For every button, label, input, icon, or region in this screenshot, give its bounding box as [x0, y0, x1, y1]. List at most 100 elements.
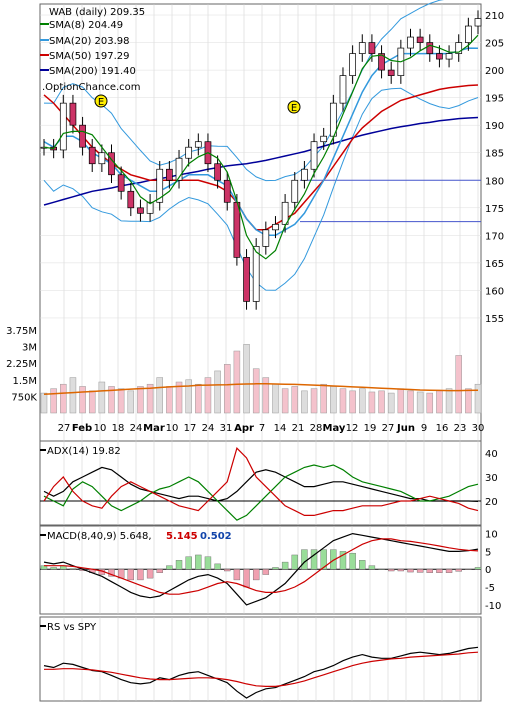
- candle-body: [194, 141, 202, 148]
- volume-bar: [69, 377, 77, 414]
- volume-bar: [436, 390, 443, 414]
- volume-bar: [117, 388, 125, 414]
- adx-series: [40, 447, 481, 521]
- macd-histogram-bar: [339, 551, 347, 570]
- price-y-tick: 205: [485, 39, 504, 50]
- volume-bar: [50, 388, 57, 414]
- candle-body: [69, 102, 77, 126]
- macd-histogram-bar: [272, 567, 279, 570]
- candle-body: [281, 201, 289, 225]
- earnings-marker-1: E: [94, 94, 108, 108]
- volume-bar: [320, 383, 327, 414]
- candle-body: [378, 53, 385, 71]
- candle-body: [117, 174, 125, 192]
- volume-bar: [474, 383, 482, 414]
- candle-body: [465, 25, 472, 43]
- x-tick-label: 28: [310, 423, 323, 434]
- sma20-line: [43, 47, 479, 237]
- legend-sma50: SMA(50) 197.29: [49, 51, 130, 62]
- volume-bar: [195, 383, 202, 414]
- adx-y-tick: 30: [485, 473, 498, 484]
- volume-bar: [175, 381, 183, 414]
- adx-line: [43, 447, 479, 516]
- volume-bar: [214, 370, 221, 414]
- x-tick-label: May: [323, 423, 346, 434]
- x-tick-label: 21: [292, 423, 305, 434]
- x-tick-label: 18: [112, 423, 125, 434]
- candle-body: [339, 75, 347, 104]
- macd-histogram-bar: [137, 569, 144, 581]
- macd-histogram-bar: [156, 569, 163, 573]
- volume-bar: [310, 388, 318, 414]
- candle-body: [214, 163, 221, 181]
- macd-histogram-bar: [310, 549, 318, 570]
- x-tick-label: 24: [130, 423, 143, 434]
- volume-bar: [146, 383, 154, 414]
- candle-body: [445, 53, 453, 60]
- x-tick-label: 24: [202, 423, 215, 434]
- macd-histogram-bar: [474, 567, 482, 570]
- volume-bar: [349, 390, 356, 414]
- candle-body: [98, 152, 106, 165]
- macd-histogram-bar: [175, 560, 183, 570]
- macd-histogram-bar: [185, 556, 192, 570]
- volume-bar: [79, 386, 86, 414]
- volume-bar: [426, 392, 434, 414]
- volume-average-line: [43, 383, 479, 395]
- candle-body: [301, 168, 308, 181]
- volume-y-tick: 1.5M: [12, 376, 37, 387]
- macd-histogram-bar: [330, 549, 337, 570]
- volume-bar: [281, 388, 289, 414]
- macd-histogram-bar: [416, 569, 424, 573]
- x-tick-label: 9: [421, 423, 427, 434]
- macd-histogram-bar: [252, 569, 260, 581]
- volume-bar: [156, 377, 163, 414]
- candle-body: [79, 124, 86, 148]
- macd-histogram-bar: [281, 561, 289, 570]
- x-tick-label: 27: [382, 423, 395, 434]
- macd-histogram-bar: [301, 549, 308, 570]
- macd-histogram-bar: [166, 565, 173, 570]
- x-tick-label: Feb: [72, 423, 92, 434]
- candle-body: [358, 42, 366, 54]
- macd-histogram-bar: [407, 569, 414, 573]
- adx-title: ADX(14) 19.82: [47, 446, 121, 457]
- price-y-tick: 155: [485, 314, 504, 325]
- volume-bar: [262, 377, 270, 414]
- macd-histogram-bar: [243, 569, 250, 588]
- volume-bar: [60, 383, 67, 414]
- x-tick-label: 23: [454, 423, 467, 434]
- x-tick-label: 10: [166, 423, 179, 434]
- candle-body: [310, 141, 318, 170]
- adx-panel-frame: [39, 440, 482, 526]
- candle-body: [474, 18, 482, 27]
- price-y-tick: 170: [485, 231, 504, 242]
- candle-body: [127, 190, 135, 209]
- macd-y-tick: 5: [485, 547, 491, 558]
- macd-histogram-bar: [388, 569, 395, 572]
- rs-line: [44, 651, 479, 687]
- candle-body: [407, 36, 414, 49]
- candle-body: [223, 179, 231, 203]
- volume-bar: [98, 381, 106, 414]
- watermark: .OptionChance.com: [42, 82, 141, 93]
- price-y-tick: 180: [485, 176, 504, 187]
- volume-bar: [455, 355, 462, 414]
- svg-text:E: E: [98, 97, 104, 108]
- candle-body: [243, 257, 250, 302]
- adx-y-tick: 20: [485, 497, 498, 508]
- candle-body: [349, 53, 356, 76]
- x-tick-label: Mar: [143, 423, 165, 434]
- volume-y-tick: 750K: [11, 392, 37, 403]
- legend-sma20: SMA(20) 203.98: [49, 36, 130, 47]
- macd-y-tick: 0: [485, 565, 491, 576]
- volume-bar: [359, 388, 366, 414]
- macd-label: MACD(8,40,9) 5.648,: [47, 531, 152, 542]
- x-tick-label: 14: [274, 423, 287, 434]
- volume-bar: [233, 350, 241, 414]
- macd-histogram-bar: [465, 569, 472, 570]
- x-tick-label: 16: [436, 423, 449, 434]
- rs-title: RS vs SPY: [47, 622, 97, 633]
- volume-bar: [445, 388, 453, 414]
